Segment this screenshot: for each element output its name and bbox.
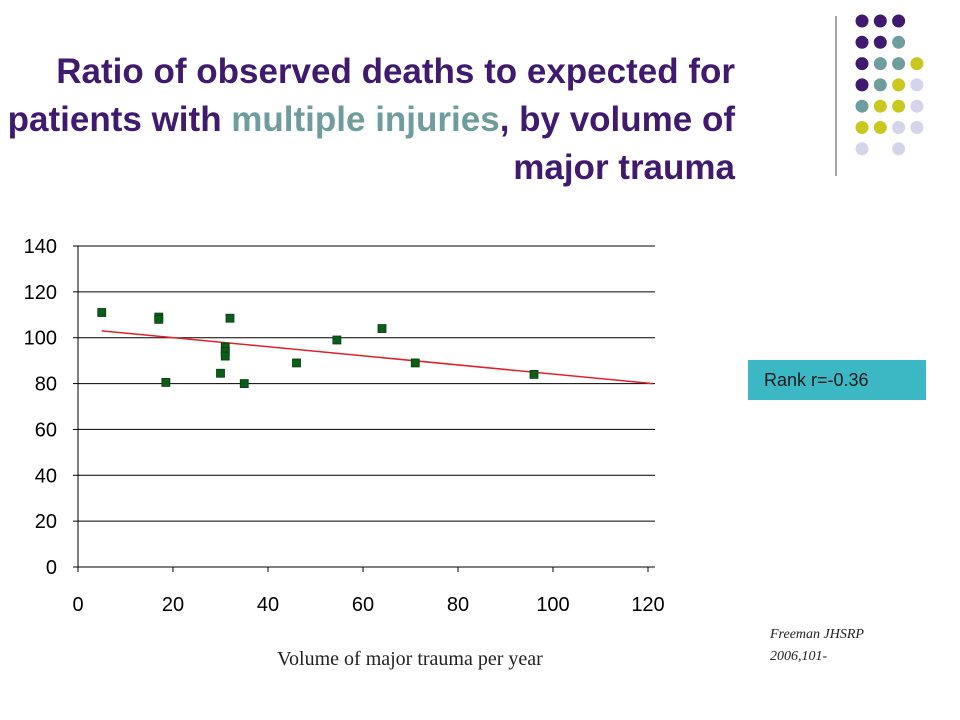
source-line-2: 2006,101- xyxy=(770,649,828,664)
y-tick-label-60: 60 xyxy=(35,419,57,441)
decor-dot-teal xyxy=(873,78,887,92)
x-tick-label-20: 20 xyxy=(162,594,184,616)
decor-dot-purple xyxy=(855,57,869,71)
x-tick-label-80: 80 xyxy=(447,594,469,616)
x-tick-label-0: 0 xyxy=(72,594,83,616)
decor-dot-yellow xyxy=(910,57,924,71)
title-highlight: multiple injuries xyxy=(231,100,500,139)
data-point-3 xyxy=(154,314,164,324)
decor-dot-lavender xyxy=(892,121,906,134)
y-tick-label-140: 140 xyxy=(24,236,57,258)
decor-dot-yellow xyxy=(873,99,887,113)
trendline xyxy=(101,330,653,385)
data-point-14 xyxy=(410,358,420,368)
decor-dot-purple xyxy=(855,14,869,28)
y-tick-label-120: 120 xyxy=(24,282,57,304)
slide-title: Ratio of observed deaths to expected for… xyxy=(0,48,735,192)
decor-dot-lavender xyxy=(910,121,924,134)
decor-dot-purple xyxy=(873,14,887,28)
decor-dot-yellow xyxy=(873,121,887,134)
x-tick-label-40: 40 xyxy=(257,594,279,616)
rank-correlation-box: Rank r=-0.36 xyxy=(748,360,926,400)
y-tick-label-0: 0 xyxy=(46,557,57,579)
data-point-12 xyxy=(332,335,342,345)
decorative-dot-grid xyxy=(835,14,924,176)
title-part-1: Ratio of observed deaths to expected for… xyxy=(7,52,735,139)
decor-dot-teal xyxy=(873,57,887,71)
data-point-11 xyxy=(292,358,301,368)
decor-dot-purple xyxy=(855,78,869,92)
decor-dot-purple xyxy=(855,35,869,49)
x-tick-label-100: 100 xyxy=(536,594,569,616)
data-point-1 xyxy=(97,308,107,317)
title-part-2: , by volume of major trauma xyxy=(499,100,735,187)
decor-dot-teal xyxy=(855,99,869,113)
decor-dot-lavender xyxy=(855,142,869,156)
x-tick-label-120: 120 xyxy=(631,594,664,616)
source-citation: Freeman JHSRP 2006,101- xyxy=(770,624,930,668)
decor-dot-teal xyxy=(892,35,906,49)
y-tick-label-40: 40 xyxy=(35,465,57,487)
decor-dot-lavender xyxy=(910,78,924,92)
decor-dot-purple xyxy=(892,14,906,28)
data-point-8 xyxy=(220,351,230,361)
data-point-4 xyxy=(161,378,171,387)
decor-dot-lavender xyxy=(910,99,924,113)
data-point-10 xyxy=(239,379,249,388)
x-tick-label-60: 60 xyxy=(352,594,374,616)
decor-dot-yellow xyxy=(892,78,906,92)
source-line-1: Freeman JHSRP xyxy=(770,627,864,642)
decor-dot-yellow xyxy=(892,99,906,113)
decor-dot-lavender xyxy=(892,142,906,156)
decor-dot-yellow xyxy=(855,121,869,134)
decor-dot-teal xyxy=(892,57,906,71)
y-tick-label-80: 80 xyxy=(35,374,57,396)
data-point-13 xyxy=(377,324,387,333)
y-tick-label-100: 100 xyxy=(24,328,57,350)
x-axis-label: Volume of major trauma per year xyxy=(277,648,543,670)
data-point-9 xyxy=(225,313,235,323)
data-point-5 xyxy=(216,368,225,378)
y-tick-label-20: 20 xyxy=(35,511,57,533)
data-point-15 xyxy=(529,369,539,379)
decor-dot-purple xyxy=(873,35,887,49)
